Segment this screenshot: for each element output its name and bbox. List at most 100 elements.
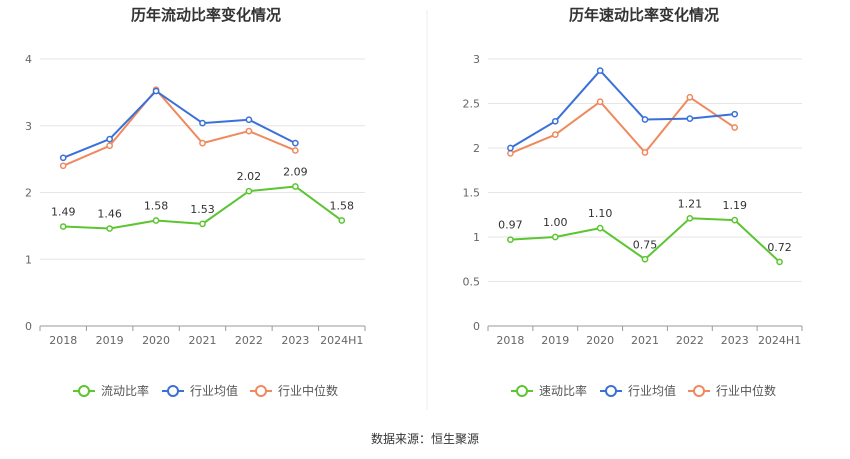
- data-point: [641, 255, 649, 263]
- data-point: [245, 187, 253, 195]
- data-point: [292, 139, 299, 147]
- series-line: [62, 90, 296, 159]
- series-1: 1.49 1.46 1.58 1.53 2.02 2.09 1.58: [51, 165, 355, 232]
- data-point: [507, 149, 514, 157]
- y-tick-label: 0: [25, 320, 32, 333]
- data-point: [292, 147, 299, 154]
- data-point: [507, 236, 514, 244]
- x-tick-label: 2019: [541, 334, 569, 347]
- chart-title: 历年速动比率变化情况: [569, 6, 719, 24]
- data-label: 2.09: [283, 165, 308, 178]
- y-tick-label: 0.5: [463, 276, 481, 289]
- x-tick-label: 2024H1: [320, 334, 363, 347]
- legend-marker: [167, 385, 179, 397]
- data-label: 1.49: [51, 206, 76, 219]
- data-point: [731, 110, 739, 118]
- data-point: [199, 119, 206, 127]
- data-point: [106, 135, 113, 143]
- data-label: 0.72: [767, 241, 792, 254]
- data-point: [199, 220, 206, 228]
- y-tick-label: 2: [473, 142, 480, 155]
- data-point: [551, 117, 559, 125]
- data-point: [106, 225, 113, 232]
- legend-label: 行业中位数: [716, 383, 776, 398]
- data-point: [507, 144, 514, 152]
- chart-1: 历年流动比率变化情况 0 1 2 3 4 2018 2019 2020 2021 2022 2023 2…: [25, 6, 366, 398]
- x-tick-label: 2023: [721, 334, 749, 347]
- data-point: [596, 98, 604, 106]
- legend-item: 流动比率: [73, 383, 149, 398]
- x-tick-label: 2021: [631, 334, 659, 347]
- x-tick-label: 2018: [49, 334, 77, 347]
- series-line: [510, 96, 736, 155]
- series-line: [509, 69, 735, 149]
- y-tick-label: 1.5: [463, 187, 481, 200]
- x-tick-label: 2021: [189, 334, 217, 347]
- legend-label: 速动比率: [539, 383, 587, 398]
- legend-marker: [605, 385, 617, 397]
- data-point: [59, 162, 67, 170]
- x-tick-label: 2022: [676, 334, 704, 347]
- y-tick-label: 1: [25, 253, 32, 266]
- data-label: 1.00: [543, 216, 568, 229]
- legend-item: 行业均值: [600, 383, 676, 398]
- legend-marker: [516, 385, 528, 397]
- data-label: 1.53: [190, 203, 215, 216]
- data-label: 0.75: [633, 238, 658, 251]
- data-point: [245, 116, 253, 124]
- x-tick-label: 2022: [235, 334, 263, 347]
- data-point: [641, 149, 649, 156]
- data-point: [686, 214, 694, 222]
- data-label: 2.02: [237, 170, 262, 183]
- series-2: [59, 87, 299, 162]
- data-label: 1.58: [330, 200, 355, 213]
- y-tick-label: 3: [473, 53, 480, 66]
- data-point: [551, 233, 559, 241]
- chart-2: 历年速动比率变化情况 0 0.5 1 1.5 2 2.5 3 2018 2019 2020 2021 2…: [463, 6, 803, 398]
- data-point: [776, 258, 783, 266]
- x-tick-label: 2019: [96, 334, 124, 347]
- series-3: [59, 86, 299, 170]
- legend-label: 行业中位数: [278, 383, 338, 398]
- legend-marker: [78, 385, 90, 397]
- legend-item: 速动比率: [511, 383, 587, 398]
- y-tick-label: 2: [25, 187, 32, 200]
- data-label: 0.97: [498, 219, 523, 232]
- data-point: [59, 223, 67, 230]
- legend-item: 行业均值: [162, 383, 238, 398]
- data-point: [551, 131, 559, 138]
- data-point: [596, 224, 604, 232]
- x-tick-label: 2020: [586, 334, 614, 347]
- data-point: [59, 154, 67, 162]
- x-tick-label: 2018: [496, 334, 524, 347]
- data-point: [596, 67, 604, 74]
- data-point: [245, 127, 253, 135]
- data-point: [152, 217, 160, 224]
- legend-label: 流动比率: [101, 383, 149, 398]
- data-label: 1.21: [678, 197, 703, 210]
- series-3: [507, 93, 739, 157]
- x-tick-label: 2023: [281, 334, 309, 347]
- data-point: [641, 116, 649, 123]
- y-tick-label: 1: [473, 231, 480, 244]
- data-label: 1.46: [97, 208, 122, 221]
- series-2: [507, 67, 739, 152]
- chart-title: 历年流动比率变化情况: [131, 6, 281, 24]
- data-label: 1.58: [144, 200, 169, 213]
- data-label: 1.10: [588, 207, 613, 220]
- legend-label: 行业均值: [628, 383, 676, 398]
- x-tick-label: 2020: [142, 334, 170, 347]
- source-note: 数据来源：恒生聚源: [371, 431, 479, 446]
- legend-marker: [255, 385, 267, 397]
- data-point: [686, 93, 694, 101]
- legend-item: 行业中位数: [250, 383, 338, 398]
- data-point: [731, 216, 739, 224]
- x-tick-label: 2024H1: [758, 334, 801, 347]
- data-point: [338, 217, 346, 224]
- series-line: [62, 88, 296, 167]
- series-1: 0.97 1.00 1.10 0.75 1.21 1.19 0.72: [498, 197, 792, 266]
- data-point: [292, 183, 299, 190]
- y-tick-label: 3: [25, 120, 32, 133]
